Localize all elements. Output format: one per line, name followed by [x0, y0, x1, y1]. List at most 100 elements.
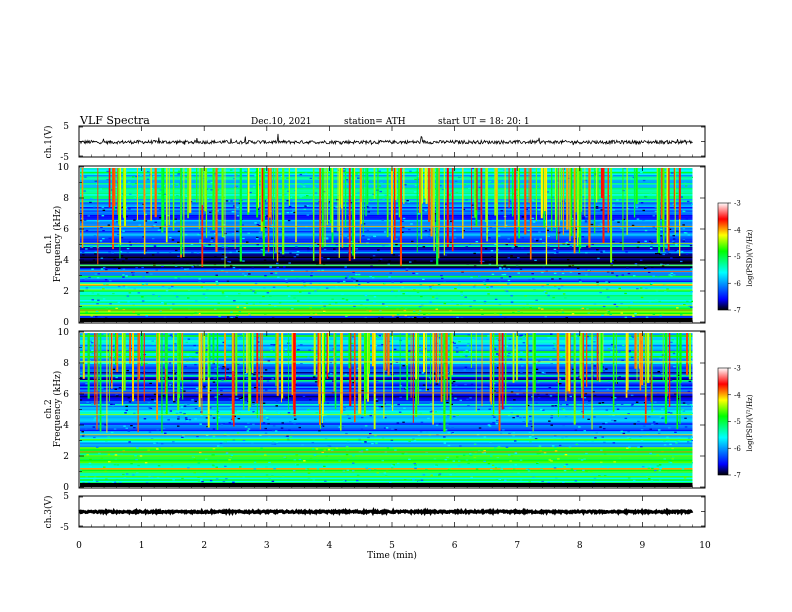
ch2_spectrogram-freq-row	[80, 408, 693, 411]
ch1_spectrogram-speckle	[236, 315, 239, 317]
ch1_spectrogram-speckle	[602, 250, 606, 252]
ch1_spectrogram-speckle	[273, 202, 276, 204]
ch1_spectrogram-speckle	[612, 204, 615, 206]
ch1_spectrogram-freq-row	[80, 237, 693, 240]
ch1_spectrogram-speckle	[548, 259, 551, 261]
ch1_spectrogram-speckle	[688, 305, 691, 307]
ch2_spectrogram-speckle	[451, 427, 454, 429]
ch2_spectrogram-speckle	[208, 423, 212, 425]
ch2_spectrogram-speckle	[654, 469, 657, 472]
ch2_spectrogram-speckle	[181, 436, 184, 438]
ch1_spectrogram-speckle	[139, 174, 143, 176]
ch1_spectrogram-speckle	[451, 299, 454, 301]
ch2_spectrogram-speckle	[253, 374, 256, 376]
ch2_spectrogram-speckle	[529, 380, 532, 382]
ch2_spectrogram-speckle	[345, 432, 348, 435]
ch1_spectrogram-speckle	[664, 221, 667, 223]
ch1_spectrogram-speckle	[437, 295, 441, 297]
ch1_spectrogram-speckle	[636, 246, 640, 249]
ch2_spectrogram-speckle	[95, 360, 98, 362]
ch1_spectrogram-speckle	[402, 226, 405, 228]
ch2_spectrogram-speckle	[271, 378, 274, 380]
ch1_spectrogram-speckle	[373, 302, 376, 304]
ch3-waveform-ylabel: ch.3(V)	[43, 496, 54, 529]
ch2_spectrogram-speckle	[317, 452, 320, 454]
ch1_spectrogram-speckle	[644, 265, 648, 267]
ch1_spectrogram-freq-row	[80, 285, 693, 288]
ch1_spectrogram-speckle	[263, 200, 267, 202]
ch2_spectrogram-speckle	[184, 365, 187, 368]
ch2_spectrogram-speckle	[393, 348, 397, 350]
ch2_spectrogram-speckle	[272, 425, 276, 427]
ch1_spectrogram-speckle	[416, 175, 420, 177]
ch1_spectrogram-speckle	[225, 200, 229, 202]
ch1_spectrogram-speckle	[103, 283, 106, 285]
ch1_spectrogram-speckle	[88, 276, 91, 279]
ch2_spectrogram-speckle	[622, 432, 626, 435]
ch2_spectrogram-speckle	[376, 472, 379, 474]
ch2_spectrogram-speckle	[246, 430, 250, 432]
ch2_spectrogram-speckle	[167, 348, 171, 350]
ch2_spectrogram-speckle	[413, 396, 416, 398]
ch2_spectrogram-speckle	[133, 450, 136, 452]
ch1_spectrogram-speckle	[406, 200, 409, 202]
ch2_spectrogram-speckle	[267, 360, 271, 362]
ch2_spectrogram-speckle	[684, 426, 688, 428]
ch2_spectrogram-speckle	[228, 425, 232, 427]
ch1_spectrogram-speckle	[235, 174, 238, 176]
ch1_spectrogram-colorbar-tick-label: -4	[734, 226, 741, 234]
ch2_spectrogram-speckle	[191, 399, 194, 401]
ch2_spectrogram-speckle	[144, 462, 148, 464]
ch2_spectrogram-speckle	[499, 432, 503, 434]
ch2_spectrogram-speckle	[462, 454, 466, 456]
ch2_spectrogram-speckle	[628, 350, 631, 352]
ch2_spectrogram-speckle	[222, 481, 226, 483]
ch1_spectrogram-speckle	[299, 196, 302, 198]
ch2_spectrogram-speckle	[446, 456, 449, 459]
ch2_spectrogram-speckle	[630, 337, 633, 339]
ch2_spectrogram-speckle	[132, 474, 135, 476]
ch2_spectrogram-speckle	[671, 447, 674, 450]
ch2_spectrogram-freq-row	[80, 440, 693, 443]
ch1_spectrogram-speckle	[673, 274, 676, 276]
ch2_spectrogram-speckle	[114, 388, 117, 390]
ch2_spectrogram-speckle	[640, 440, 644, 442]
ch1_spectrogram-spheric	[183, 168, 185, 257]
ch1_spectrogram-speckle	[499, 314, 503, 316]
ch1_spectrogram-speckle	[672, 235, 675, 237]
ch1_spectrogram-speckle	[254, 282, 258, 285]
ch1_spectrogram-speckle	[303, 281, 306, 283]
ch2_spectrogram-speckle	[448, 383, 451, 385]
ch1_spectrogram-speckle	[686, 300, 689, 303]
ch1_spectrogram-speckle	[661, 312, 664, 314]
ch2_spectrogram-speckle	[185, 341, 189, 344]
ch1_spectrogram-speckle	[342, 170, 345, 172]
ch1_spectrogram-speckle	[286, 212, 290, 214]
ch2_spectrogram-speckle	[603, 441, 606, 444]
ch2_spectrogram-spheric	[405, 333, 408, 366]
ch1_spectrogram-speckle	[599, 287, 603, 289]
ch2_spectrogram-speckle	[365, 449, 369, 451]
ch2_spectrogram-speckle	[218, 393, 221, 396]
ch1_spectrogram-freq-row	[80, 197, 693, 200]
ch2_spectrogram-speckle	[316, 357, 319, 359]
ch1_spectrogram-speckle	[353, 280, 356, 282]
ch1_spectrogram-speckle	[414, 316, 417, 319]
ch2_spectrogram-speckle	[280, 427, 284, 429]
ch1_spectrogram-speckle	[508, 276, 512, 278]
ch2_spectrogram-speckle	[120, 453, 123, 455]
ch1_spectrogram-speckle	[244, 170, 247, 173]
ch1_spectrogram-speckle	[110, 241, 113, 244]
ch1_spectrogram-speckle	[546, 283, 549, 286]
ch1_spectrogram-speckle	[463, 184, 467, 186]
ch1_spectrogram-speckle	[288, 262, 291, 264]
ch2_spectrogram-speckle	[322, 470, 325, 472]
ch2_spectrogram-speckle	[306, 468, 310, 470]
ch2_spectrogram-speckle	[548, 387, 552, 389]
ch2_spectrogram-speckle	[491, 393, 495, 396]
ch2_spectrogram-speckle	[90, 342, 94, 344]
ch2_spectrogram-speckle	[220, 446, 223, 448]
ch1_spectrogram-speckle	[102, 238, 105, 240]
ch2_spectrogram-speckle	[360, 416, 364, 419]
